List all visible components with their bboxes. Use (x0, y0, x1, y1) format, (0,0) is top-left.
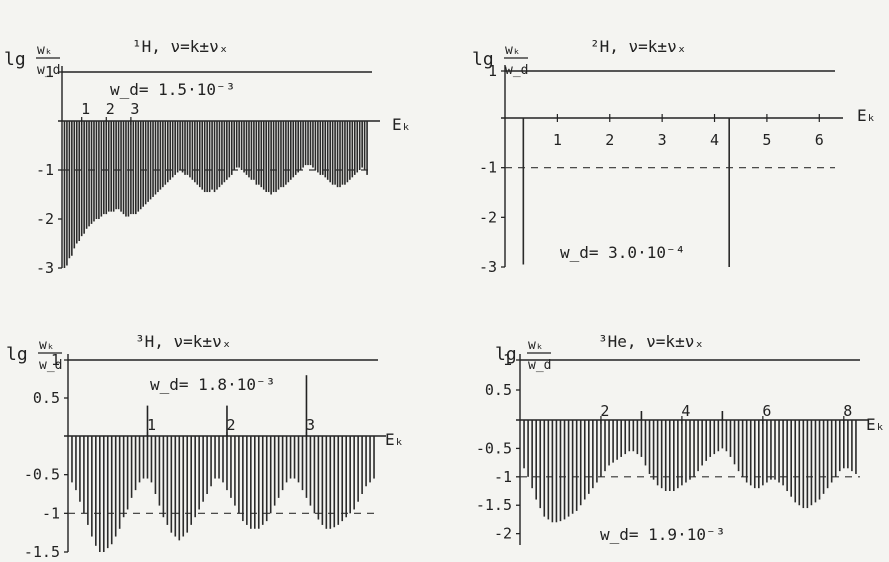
y-tick-label: -2 (36, 210, 54, 228)
y-tick-label: 1 (488, 62, 497, 80)
ylabel-lg: lg (495, 344, 517, 365)
xlabel: Eₖ (857, 106, 876, 125)
xlabel: Eₖ (385, 430, 404, 449)
xlabel: Eₖ (392, 115, 411, 134)
y-tick-label: -2 (494, 525, 512, 543)
ylabel-numerator: wₖ (39, 338, 55, 353)
y-tick-label: 1 (503, 351, 512, 369)
x-tick-label: 1 (81, 100, 90, 118)
wd-annotation: w_d= 1.5·10⁻³ (110, 80, 235, 99)
x-tick-label: 5 (762, 131, 771, 149)
y-tick-label: -0.5 (476, 439, 512, 457)
y-tick-label: -1.5 (24, 543, 60, 558)
y-tick-label: 1 (51, 351, 60, 369)
y-tick-label: 0.5 (33, 389, 60, 407)
ylabel-denominator: w_d (39, 358, 62, 373)
ylabel-numerator: wₖ (505, 43, 521, 58)
x-tick-label: 8 (843, 402, 852, 420)
x-tick-label: 4 (681, 402, 690, 420)
wd-annotation: w_d= 1.9·10⁻³ (600, 525, 725, 544)
y-tick-label: 0.5 (485, 381, 512, 399)
x-tick-label: 2 (106, 100, 115, 118)
y-tick-label: -1 (494, 468, 512, 486)
y-tick-label: -2 (479, 208, 497, 226)
chart-title: ²H, ν=k±νₓ (590, 37, 686, 56)
x-tick-label: 2 (605, 131, 614, 149)
x-tick-label: 2 (600, 402, 609, 420)
ylabel-lg: lg (6, 344, 28, 365)
x-tick-label: 2 (226, 416, 235, 434)
wd-annotation: w_d= 1.8·10⁻³ (150, 375, 275, 394)
x-tick-label: 1 (553, 131, 562, 149)
y-tick-label: -1.5 (476, 496, 512, 514)
x-tick-label: 3 (130, 100, 139, 118)
chart-title: ³He, ν=k±νₓ (598, 332, 704, 351)
ylabel-numerator: wₖ (528, 338, 544, 353)
x-tick-label: 6 (762, 402, 771, 420)
x-tick-label: 3 (658, 131, 667, 149)
chart-title: ¹H, ν=k±νₓ (132, 37, 228, 56)
ylabel-lg: lg (4, 49, 26, 70)
x-tick-label: 3 (306, 416, 315, 434)
y-tick-label: 1 (45, 63, 54, 81)
x-tick-label: 4 (710, 131, 719, 149)
ylabel-denominator: w_d (37, 63, 60, 78)
y-tick-label: -1 (479, 159, 497, 177)
chart-title: ³H, ν=k±νₓ (135, 332, 231, 351)
y-tick-label: -3 (479, 258, 497, 276)
wd-annotation: w_d= 3.0·10⁻⁴ (560, 243, 685, 262)
ylabel-lg: lg (472, 49, 494, 70)
chart-panel-4: lg wₖ w_d ³He, ν=k±νₓ 1 0.5 -0.5 -1 -1.5 -2 2 4 6 8 Eₖ… (476, 332, 885, 545)
y-tick-label: -1 (42, 504, 60, 522)
chart-panel-3: lg wₖ w_d ³H, ν=k±νₓ 1 0.5 -0.5 -1 -1.5 1 2 3 Eₖ w_d=… (6, 332, 404, 561)
ylabel-numerator: wₖ (37, 43, 53, 58)
y-tick-label: -0.5 (24, 466, 60, 484)
ylabel-denominator: w_d (528, 358, 551, 373)
x-tick-label: 6 (815, 131, 824, 149)
xlabel: Eₖ (866, 415, 885, 434)
x-tick-label: 1 (147, 416, 156, 434)
y-tick-label: -1 (36, 161, 54, 179)
y-tick-label: -3 (36, 259, 54, 277)
